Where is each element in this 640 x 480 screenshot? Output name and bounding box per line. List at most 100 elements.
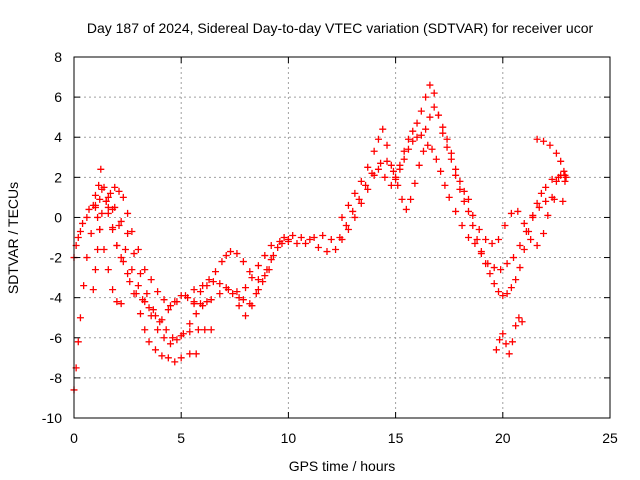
series-arc-c xyxy=(72,195,273,348)
data-point-marker xyxy=(235,294,243,302)
data-point-marker xyxy=(437,167,445,175)
data-point-marker xyxy=(557,157,565,165)
data-point-marker xyxy=(83,213,91,221)
data-point-marker xyxy=(379,125,387,133)
data-point-marker xyxy=(267,242,275,250)
data-point-marker xyxy=(104,266,112,274)
data-point-marker xyxy=(280,234,288,241)
data-point-marker xyxy=(261,272,269,280)
data-point-marker xyxy=(460,197,468,205)
data-point-marker xyxy=(293,240,301,248)
x-tick-label: 25 xyxy=(602,430,618,446)
data-point-marker xyxy=(432,155,440,163)
grid-lines xyxy=(74,57,610,418)
data-point-marker xyxy=(389,167,397,175)
data-point-marker xyxy=(351,213,359,221)
data-point-marker xyxy=(529,211,537,219)
data-point-marker xyxy=(109,205,117,213)
data-point-marker xyxy=(239,258,247,266)
data-point-marker xyxy=(544,211,552,219)
data-point-marker xyxy=(136,270,144,278)
data-point-marker xyxy=(248,302,256,310)
data-point-marker xyxy=(383,141,391,149)
data-point-marker xyxy=(97,165,105,173)
series-arc-j xyxy=(469,171,569,250)
data-point-marker xyxy=(456,185,464,193)
data-point-marker xyxy=(95,181,103,189)
data-point-marker xyxy=(89,286,97,294)
data-point-marker xyxy=(104,203,112,211)
data-point-marker xyxy=(166,302,174,310)
data-point-marker xyxy=(512,322,520,330)
data-point-marker xyxy=(460,187,468,195)
data-point-marker xyxy=(364,163,372,171)
data-point-marker xyxy=(413,133,421,141)
data-point-marker xyxy=(383,157,391,165)
data-point-marker xyxy=(557,171,565,179)
data-point-marker xyxy=(404,145,412,153)
data-point-marker xyxy=(499,330,507,338)
x-tick-label: 15 xyxy=(388,430,404,446)
data-point-marker xyxy=(289,231,297,239)
data-point-marker xyxy=(471,240,479,248)
data-point-marker xyxy=(132,290,140,298)
data-point-marker xyxy=(441,181,449,189)
data-point-marker xyxy=(117,217,125,225)
data-point-marker xyxy=(492,346,500,354)
data-point-marker xyxy=(407,195,415,203)
data-point-marker xyxy=(447,155,455,163)
data-point-marker xyxy=(269,252,277,260)
x-tick-label: 10 xyxy=(281,430,297,446)
data-point-marker xyxy=(552,149,560,157)
data-point-marker xyxy=(515,314,523,322)
data-point-marker xyxy=(562,173,570,181)
data-point-marker xyxy=(542,183,550,191)
data-point-marker xyxy=(482,260,490,268)
data-point-marker xyxy=(134,282,142,290)
data-point-marker xyxy=(259,278,267,286)
data-point-marker xyxy=(381,173,389,181)
data-point-marker xyxy=(439,123,447,131)
data-point-marker xyxy=(409,127,417,135)
data-point-marker xyxy=(404,135,412,143)
chart-title: Day 187 of 2024, Sidereal Day-to-day VTE… xyxy=(87,20,594,36)
data-point-marker xyxy=(115,221,123,229)
data-point-marker xyxy=(374,135,382,143)
data-point-marker xyxy=(439,129,447,137)
axis-tick-labels: 0 5 10 15 20 25 -10 -8 -6 -4 -2 0 2 4 6 8 xyxy=(42,49,618,446)
data-point-marker xyxy=(87,229,95,237)
data-point-marker xyxy=(413,119,421,127)
series-arc-e xyxy=(91,201,125,308)
data-point-marker xyxy=(203,298,211,306)
data-point-marker xyxy=(503,260,511,268)
data-point-marker xyxy=(94,246,102,254)
data-point-marker xyxy=(464,195,472,203)
data-point-marker xyxy=(357,199,365,207)
data-point-marker xyxy=(173,336,181,344)
data-point-marker xyxy=(368,169,376,177)
data-point-marker xyxy=(134,246,142,254)
data-point-marker xyxy=(351,189,359,197)
data-point-marker xyxy=(104,209,112,217)
data-point-marker xyxy=(151,346,159,354)
data-point-marker xyxy=(507,209,515,217)
data-point-marker xyxy=(336,234,344,241)
data-point-marker xyxy=(445,193,453,201)
data-point-marker xyxy=(229,290,237,298)
data-point-marker xyxy=(284,238,292,246)
data-point-marker xyxy=(109,286,117,294)
data-point-marker xyxy=(124,209,132,217)
data-point-marker xyxy=(83,254,91,262)
data-point-marker xyxy=(227,248,235,256)
series-arc-i xyxy=(338,103,472,221)
data-point-marker xyxy=(196,288,204,296)
data-point-marker xyxy=(323,248,331,256)
y-tick-label: 4 xyxy=(54,129,62,145)
data-point-marker xyxy=(364,185,372,193)
data-point-marker xyxy=(113,298,121,306)
data-point-marker xyxy=(520,219,528,227)
data-point-marker xyxy=(246,268,254,276)
data-point-marker xyxy=(261,252,269,260)
data-point-marker xyxy=(212,268,220,276)
